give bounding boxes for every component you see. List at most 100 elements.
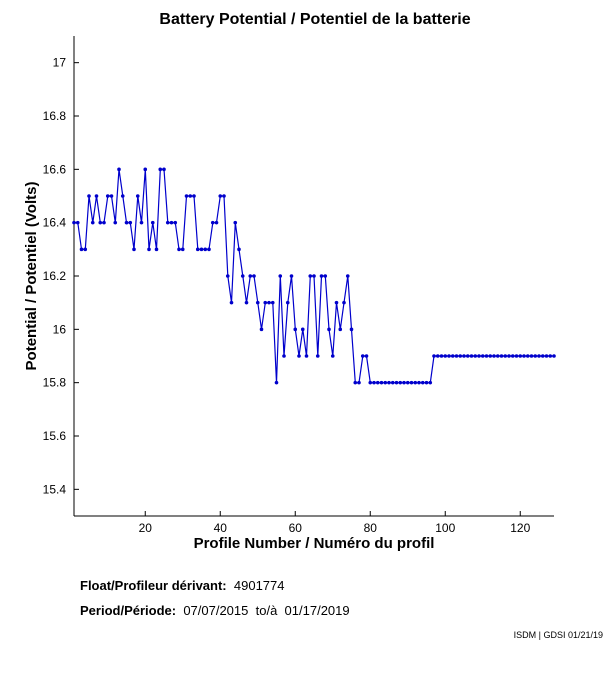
data-point bbox=[218, 194, 223, 198]
data-point bbox=[297, 354, 301, 358]
data-point bbox=[402, 380, 406, 385]
data-point bbox=[222, 194, 226, 198]
data-point bbox=[207, 247, 211, 252]
data-point bbox=[285, 300, 290, 305]
data-point bbox=[458, 354, 463, 358]
data-point bbox=[255, 300, 260, 305]
float-label: Float/Profileur dérivant: bbox=[80, 578, 227, 593]
data-point bbox=[289, 274, 294, 278]
data-point bbox=[454, 354, 459, 358]
data-point bbox=[278, 274, 283, 278]
data-point bbox=[492, 354, 496, 358]
data-point bbox=[514, 354, 519, 358]
data-point bbox=[435, 354, 440, 358]
x-tick-label: 40 bbox=[214, 521, 228, 535]
data-point bbox=[507, 354, 511, 358]
data-point bbox=[128, 220, 133, 225]
data-point bbox=[398, 380, 403, 385]
data-point bbox=[113, 220, 118, 225]
float-info: Float/Profileur dérivant: 4901774 bbox=[80, 578, 285, 593]
data-point bbox=[510, 354, 515, 358]
data-point bbox=[282, 354, 286, 358]
data-point bbox=[484, 354, 489, 358]
data-point bbox=[154, 247, 159, 252]
credit-text: ISDM | GDSI 01/21/19 bbox=[513, 630, 603, 640]
data-point bbox=[525, 354, 530, 358]
data-point bbox=[293, 327, 298, 332]
data-point bbox=[432, 354, 436, 358]
data-point bbox=[390, 380, 395, 385]
data-point bbox=[75, 220, 80, 225]
data-point bbox=[263, 300, 268, 305]
data-point bbox=[162, 167, 166, 172]
data-point bbox=[169, 220, 174, 225]
data-point bbox=[124, 220, 129, 225]
data-point bbox=[379, 380, 384, 385]
period-label: Period/Période: bbox=[80, 603, 177, 618]
y-tick-label: 15.4 bbox=[43, 482, 67, 496]
data-point bbox=[139, 220, 144, 225]
data-point bbox=[158, 167, 163, 172]
data-point bbox=[357, 380, 361, 385]
chart-title: Battery Potential / Potentiel de la batt… bbox=[159, 11, 470, 28]
data-point bbox=[240, 274, 245, 278]
data-point bbox=[177, 247, 181, 252]
data-point bbox=[90, 220, 95, 225]
x-ticks: 20 40 60 80 100 120 bbox=[139, 511, 531, 535]
data-point bbox=[210, 220, 215, 225]
data-point bbox=[323, 274, 328, 278]
data-point bbox=[424, 380, 429, 385]
data-point bbox=[518, 354, 523, 358]
data-point bbox=[488, 354, 493, 358]
y-axis-label: Potential / Potentiel (Volts) bbox=[23, 182, 40, 371]
data-point bbox=[462, 354, 466, 358]
data-point bbox=[544, 354, 549, 358]
data-point bbox=[387, 380, 391, 385]
data-point bbox=[334, 300, 339, 305]
period-info: Period/Période: 07/07/2015 to/à 01/17/20… bbox=[80, 603, 350, 618]
x-tick-label: 20 bbox=[139, 521, 153, 535]
data-point bbox=[120, 194, 125, 198]
x-tick-label: 80 bbox=[364, 521, 378, 535]
data-point bbox=[499, 354, 504, 358]
x-axis-label: Profile Number / Numéro du profil bbox=[194, 535, 435, 552]
y-tick-label: 15.8 bbox=[43, 376, 67, 390]
data-point bbox=[413, 380, 418, 385]
data-point bbox=[345, 274, 350, 278]
data-point bbox=[267, 300, 271, 305]
data-point bbox=[270, 300, 275, 305]
battery-potential-chart: Battery Potential / Potentiel de la batt… bbox=[23, 11, 556, 552]
data-point bbox=[375, 380, 380, 385]
data-point bbox=[132, 247, 136, 252]
x-tick-label: 120 bbox=[510, 521, 530, 535]
data-point bbox=[147, 247, 151, 252]
data-point bbox=[469, 354, 474, 358]
data-point bbox=[315, 354, 320, 358]
data-point bbox=[225, 274, 230, 278]
data-point bbox=[195, 247, 200, 252]
data-point bbox=[83, 247, 88, 252]
data-point bbox=[420, 380, 425, 385]
data-point bbox=[117, 167, 121, 172]
data-point bbox=[252, 274, 256, 278]
data-point bbox=[319, 274, 324, 278]
data-point bbox=[105, 194, 110, 198]
data-point bbox=[417, 380, 421, 385]
data-point bbox=[199, 247, 204, 252]
data-point bbox=[540, 354, 545, 358]
period-separator: to/à bbox=[255, 603, 278, 618]
data-point bbox=[304, 354, 309, 358]
data-point bbox=[368, 380, 373, 385]
data-point bbox=[439, 354, 444, 358]
data-point bbox=[537, 354, 541, 358]
data-point bbox=[165, 220, 170, 225]
data-point bbox=[503, 354, 508, 358]
data-point bbox=[248, 274, 253, 278]
y-tick-label: 17 bbox=[53, 56, 67, 70]
series-points bbox=[72, 167, 556, 385]
data-point bbox=[477, 354, 481, 358]
data-point bbox=[109, 194, 114, 198]
period-start: 07/07/2015 bbox=[183, 603, 249, 618]
data-point bbox=[405, 380, 410, 385]
data-point bbox=[312, 274, 316, 278]
